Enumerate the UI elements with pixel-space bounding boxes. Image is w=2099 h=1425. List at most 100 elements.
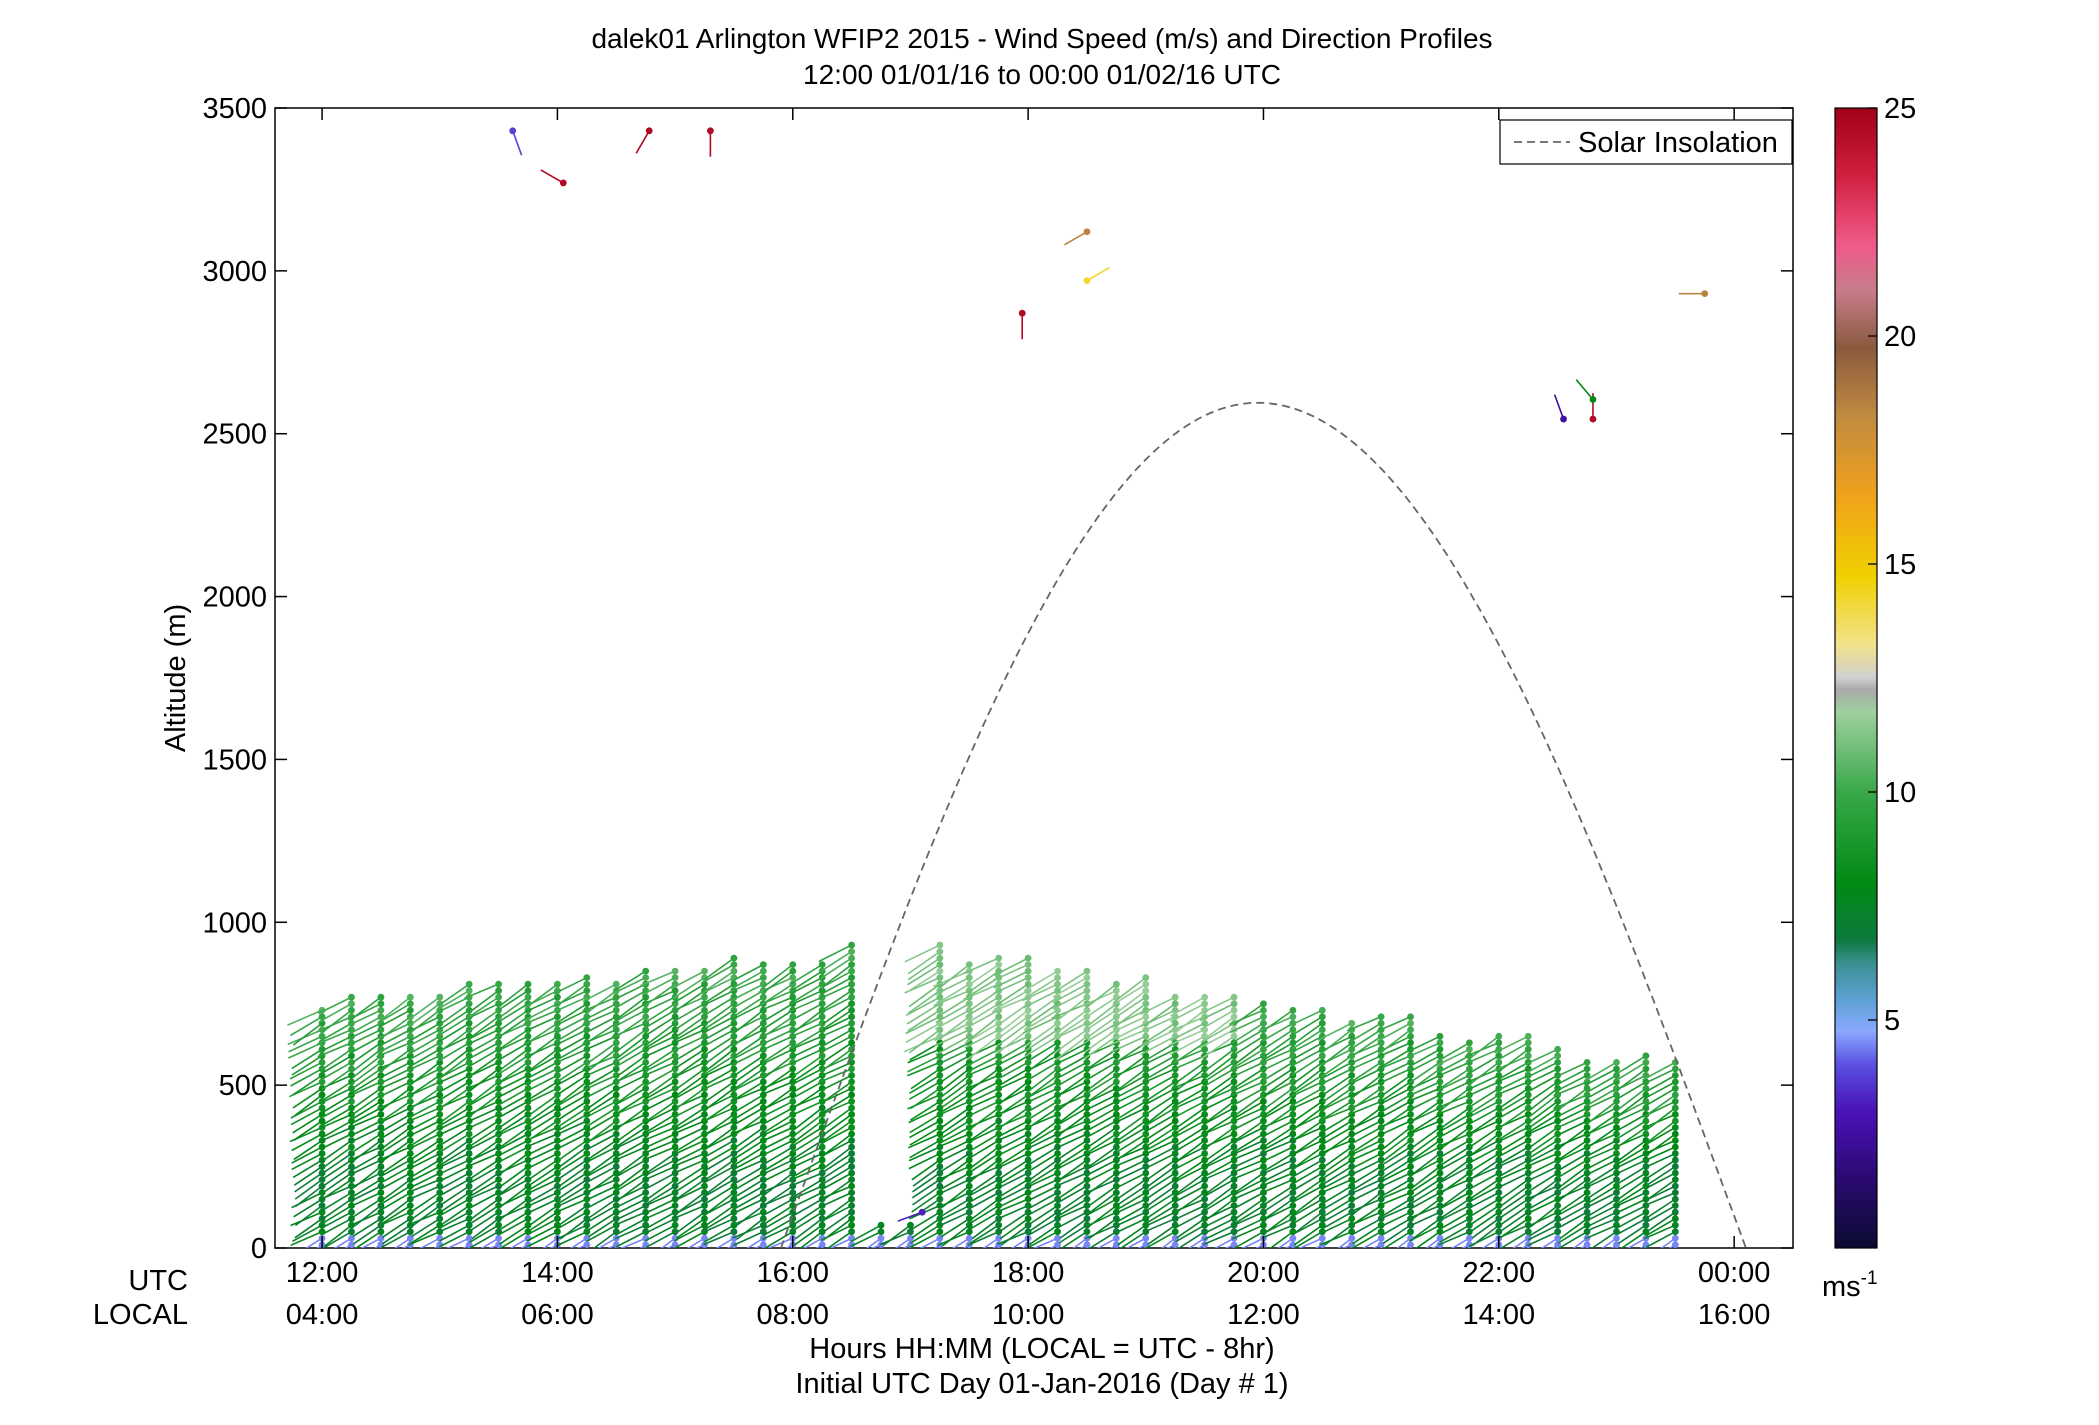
chart-subtitle: 12:00 01/01/16 to 00:00 01/02/16 UTC (803, 59, 1281, 90)
wind-barb (1142, 1019, 1179, 1045)
wind-barb (820, 1189, 856, 1208)
wind-barb (468, 1176, 502, 1198)
wind-barb (1231, 1221, 1267, 1240)
wind-barb (1140, 993, 1179, 1015)
wind-barb (1198, 993, 1238, 1015)
isolated-wind-barb (635, 127, 653, 154)
wind-barb (641, 974, 679, 996)
wind-barb (1114, 987, 1150, 1015)
wind-barb (642, 1085, 679, 1104)
wind-barb (586, 1091, 620, 1115)
wind-barb (290, 1104, 326, 1126)
wind-barb (1409, 1221, 1444, 1242)
wind-barb (1110, 1032, 1150, 1053)
wind-barb (1032, 1234, 1061, 1248)
wind-barb (1376, 1013, 1414, 1033)
wind-barb (1026, 1039, 1061, 1063)
wind-barb (1601, 1234, 1620, 1248)
wind-barb (438, 1000, 473, 1026)
wind-barb (1294, 1143, 1326, 1169)
wind-barb (1175, 1156, 1209, 1180)
wind-barb (1115, 1130, 1150, 1154)
wind-barb (1058, 1071, 1091, 1097)
wind-barb (703, 1228, 738, 1246)
wind-barb (969, 1104, 1003, 1130)
wind-barb (497, 1058, 532, 1084)
wind-barb (498, 980, 532, 1008)
wind-barb (1412, 1150, 1444, 1175)
wind-barb (1261, 1039, 1297, 1062)
wind-barb (555, 1052, 591, 1074)
wind-barb (1143, 1071, 1179, 1094)
wind-barb (1466, 1071, 1503, 1092)
wind-barb (615, 1058, 650, 1083)
wind-barb (1085, 1137, 1120, 1157)
wind-barb (1497, 1137, 1532, 1158)
wind-barb (970, 1169, 1003, 1193)
wind-barb (558, 1078, 591, 1104)
wind-barb (1613, 1058, 1650, 1083)
wind-barb (1116, 1124, 1150, 1146)
wind-barb (1145, 1124, 1179, 1148)
wind-barb (937, 1130, 973, 1149)
wind-barb (525, 1071, 561, 1093)
wind-barb (1176, 1215, 1209, 1239)
wind-barb (526, 1228, 561, 1248)
wind-barb (895, 1234, 914, 1248)
wind-barb (584, 1182, 620, 1202)
wind-barb (793, 1117, 826, 1143)
wind-barb (528, 1182, 561, 1204)
wind-barb (1381, 1176, 1414, 1197)
wind-barb (293, 1163, 326, 1186)
wind-barb (1469, 1189, 1503, 1209)
wind-barb (380, 1228, 414, 1248)
wind-barb (498, 1176, 532, 1197)
wind-barb (1261, 1176, 1297, 1194)
wind-barb (644, 1195, 679, 1215)
profile-column (818, 941, 856, 1248)
wind-barb (583, 1000, 620, 1022)
wind-barb (819, 1182, 856, 1200)
wind-barb (966, 1052, 1003, 1073)
x-tick-label-local: 12:00 (1227, 1299, 1300, 1331)
wind-barb (1557, 1221, 1591, 1244)
wind-barb (760, 1124, 797, 1143)
wind-barb (642, 1032, 679, 1052)
wind-barb (818, 980, 856, 1001)
profile-column (346, 993, 385, 1248)
wind-barb (1379, 1163, 1414, 1183)
wind-barb (470, 1195, 502, 1220)
wind-barb (1292, 1019, 1326, 1046)
wind-barb (968, 1013, 1003, 1041)
wind-barb (674, 1045, 708, 1069)
profile-column (962, 954, 1003, 1248)
wind-barb (1616, 1143, 1650, 1166)
wind-barb (823, 1156, 856, 1179)
wind-barb (1203, 1215, 1238, 1235)
wind-barb (673, 1124, 708, 1143)
wind-barb (557, 1182, 591, 1205)
wind-barb (793, 1208, 826, 1231)
wind-barb (1201, 1032, 1238, 1059)
wind-barb (1262, 1065, 1297, 1089)
wind-barb (497, 1215, 532, 1236)
wind-barb (675, 1163, 708, 1186)
wind-barb (1265, 1208, 1297, 1234)
wind-barb (705, 1045, 738, 1072)
wind-barb (1114, 974, 1150, 1002)
wind-barb (1293, 1156, 1326, 1177)
x-axis-label-initial-day: Initial UTC Day 01-Jan-2016 (Day # 1) (795, 1368, 1288, 1400)
wind-barb (349, 1143, 385, 1161)
wind-barb (1645, 1124, 1679, 1146)
profile-column (640, 967, 679, 1248)
wind-barb (792, 1156, 826, 1178)
isolated-wind-barb (540, 169, 567, 187)
wind-barb (1145, 1078, 1179, 1102)
wind-barb (1614, 1195, 1650, 1215)
wind-barb (970, 1065, 1003, 1091)
colorbar-tick-label: 10 (1884, 777, 1916, 809)
wind-barb (1293, 1169, 1326, 1191)
wind-barb (676, 1215, 708, 1239)
wind-barb (1499, 1228, 1532, 1248)
wind-barb (1528, 1169, 1562, 1192)
